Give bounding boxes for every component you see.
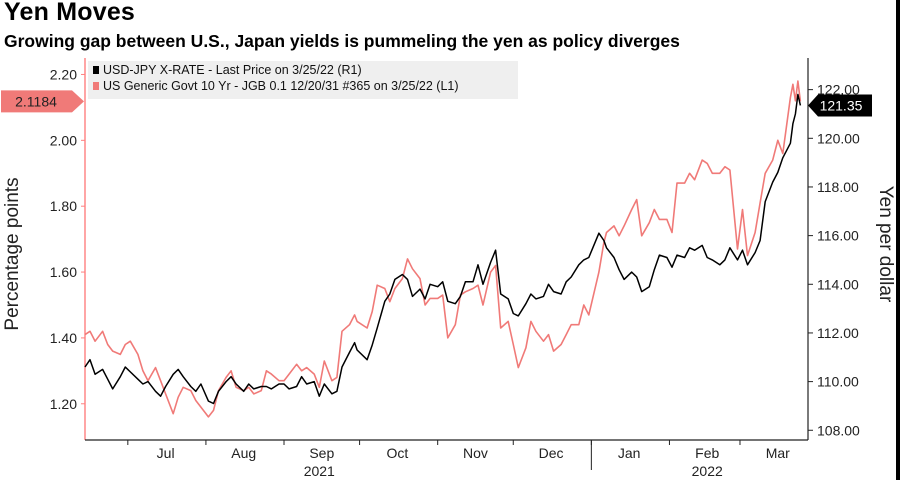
yield-spread-last-value-label: 2.1184: [15, 93, 57, 109]
x-tick-label: Jul: [157, 445, 175, 461]
x-tick-label: Sep: [309, 445, 334, 461]
x-tick-label: Dec: [539, 445, 564, 461]
right-tick-label: 108.00: [817, 422, 860, 438]
x-tick-label: Feb: [695, 445, 719, 461]
right-axis-title: Yen per dollar: [875, 186, 896, 303]
right-edge-border: [896, 0, 900, 480]
legend-swatch-yield-spread: [93, 82, 99, 90]
legend-label-usdjpy: USD-JPY X-RATE - Last Price on 3/25/22 (…: [103, 63, 362, 77]
right-tick-label: 110.00: [817, 374, 859, 390]
left-axis-title: Percentage points: [2, 177, 23, 330]
x-tick-label: Nov: [463, 445, 488, 461]
right-tick-label: 116.00: [817, 228, 859, 244]
usdjpy-last-value-label: 121.35: [820, 97, 863, 113]
usdjpy-last-value-badge: [808, 94, 872, 117]
last-value-badges: 2.1184 121.35: [1, 90, 872, 117]
axes: 1.20 1.40 1.60 1.80 2.00 2.20 108.00 110.00 112.…: [2, 58, 896, 479]
x-tick-label: Oct: [386, 445, 408, 461]
usdjpy-series-line: [84, 93, 802, 405]
legend-box: [88, 61, 518, 99]
right-tick-label: 114.00: [817, 276, 859, 292]
left-tick-label: 1.60: [50, 264, 77, 280]
left-tick-label: 1.80: [50, 198, 77, 214]
yield-spread-last-value-badge: [1, 90, 84, 113]
series-layer: [84, 80, 802, 418]
x-tick-label: Jan: [618, 445, 641, 461]
right-tick-label: 122.00: [817, 82, 860, 98]
legend-swatch-usdjpy: [93, 66, 99, 74]
right-tick-label: 120.00: [817, 130, 860, 146]
left-tick-label: 2.00: [50, 132, 77, 148]
x-year-label: 2021: [304, 463, 335, 479]
legend-label-yield-spread: US Generic Govt 10 Yr - JGB 0.1 12/20/31…: [103, 79, 459, 93]
x-tick-label: Mar: [766, 445, 790, 461]
x-tick-label: Aug: [231, 445, 256, 461]
left-tick-label: 1.20: [50, 396, 77, 412]
left-tick-label: 2.20: [50, 66, 77, 82]
chart-title: Yen Moves: [4, 0, 136, 26]
yield-spread-series-line: [84, 80, 802, 418]
chart-subtitle: Growing gap between U.S., Japan yields i…: [4, 31, 680, 51]
x-year-label: 2022: [692, 463, 723, 479]
right-tick-label: 112.00: [817, 325, 859, 341]
right-tick-label: 118.00: [817, 179, 859, 195]
left-tick-label: 1.40: [50, 330, 77, 346]
legend: USD-JPY X-RATE - Last Price on 3/25/22 (…: [88, 61, 518, 99]
